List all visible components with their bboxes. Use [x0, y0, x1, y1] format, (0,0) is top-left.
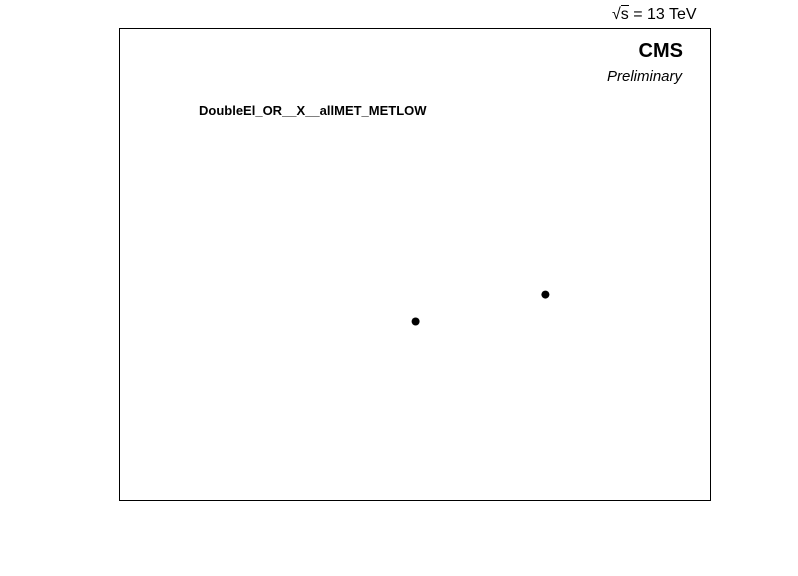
status-label: Preliminary	[606, 68, 682, 85]
experiment-label: CMS	[638, 40, 683, 62]
energy-value: = 13 TeV	[628, 6, 697, 23]
sqrt-symbol: √	[612, 6, 621, 23]
data-point	[541, 290, 550, 299]
plot-frame	[119, 28, 711, 501]
energy-label: √s = 13 TeV	[612, 5, 697, 24]
data-point	[411, 317, 420, 326]
data-markers	[411, 290, 550, 326]
energy-symbol: s	[620, 5, 629, 23]
selection-label: DoubleEl_OR__X__allMET_METLOW	[199, 103, 427, 118]
